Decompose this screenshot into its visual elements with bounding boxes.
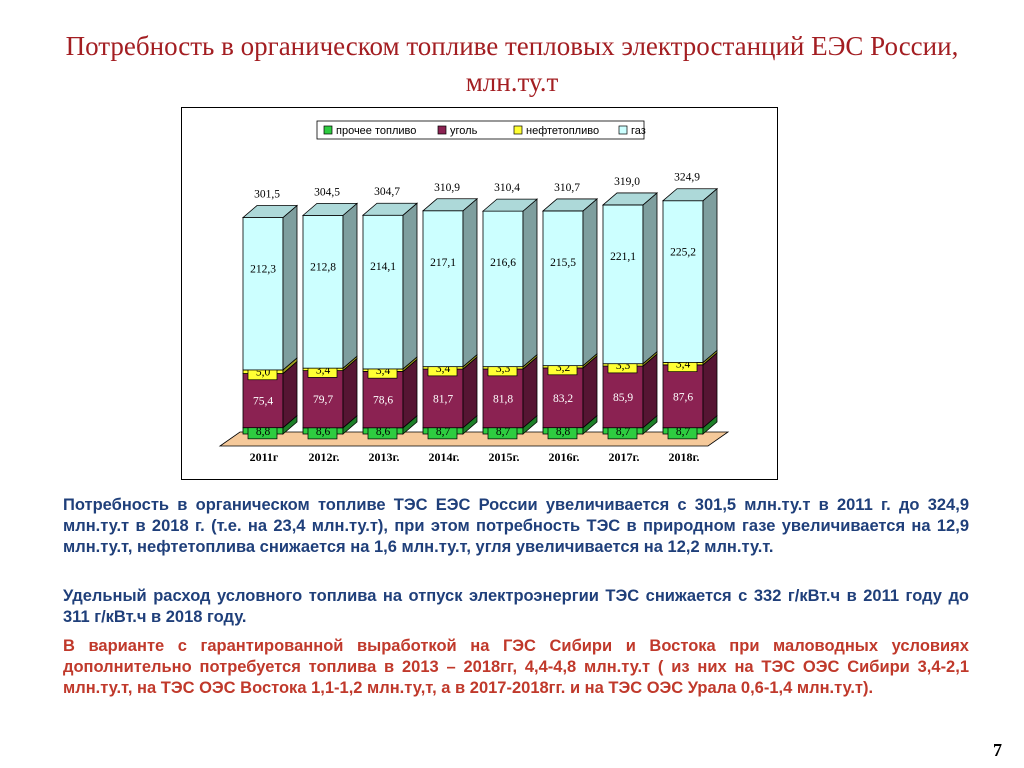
bar-1-5: [542, 367, 584, 429]
bar-top-2: [361, 202, 419, 216]
bar-side-1-5: [582, 355, 598, 429]
value-label-1-1: 79,7: [313, 394, 333, 406]
chart-floor: [218, 431, 730, 447]
legend-label-0: прочее топливо: [336, 125, 416, 137]
bar-top-5: [541, 198, 599, 212]
bar-side-1-6: [642, 353, 658, 429]
category-label-2: 2013г.: [368, 450, 399, 464]
paragraph-specific-consumption: Удельный расход условного топлива на отп…: [63, 587, 969, 626]
value-label-3-1: 212,8: [310, 261, 336, 273]
bar-side-3-2: [402, 202, 418, 370]
bar-side-3-7: [702, 187, 718, 364]
bar-side-3-3: [462, 197, 478, 368]
value-label-0-2: 8,6: [376, 426, 391, 438]
legend-swatch-3: [618, 125, 628, 135]
value-label-0-5: 8,8: [556, 426, 571, 438]
legend-label-2: нефтетопливо: [526, 125, 599, 137]
bar-1-1: [302, 370, 344, 429]
value-label-1-2: 78,6: [373, 395, 393, 407]
value-label-1-5: 83,2: [553, 393, 573, 405]
bar-side-3-5: [582, 198, 598, 367]
bar-side-3-4: [522, 198, 538, 368]
value-label-1-0: 75,4: [253, 396, 273, 408]
legend-box: [316, 120, 645, 140]
value-label-3-6: 221,1: [610, 251, 636, 263]
bar-3-4: [482, 210, 524, 368]
category-label-4: 2015г.: [488, 450, 519, 464]
stacked-bar-chart: прочее топливо уголь нефтетопливо газ 8,8 75,…: [218, 120, 730, 464]
bar-3-2: [362, 214, 404, 370]
page-number: 7: [993, 740, 1002, 760]
value-label-3-4: 216,6: [490, 257, 516, 269]
total-label-1: 304,5: [314, 186, 340, 198]
value-label-3-3: 217,1: [430, 257, 456, 269]
value-label-0-3: 8,7: [436, 426, 451, 438]
category-label-0: 2011г: [250, 450, 279, 464]
chart-frame: прочее топливо уголь нефтетопливо газ 8,8 75,…: [181, 107, 778, 480]
value-label-1-4: 81,8: [493, 393, 513, 405]
total-label-3: 310,9: [434, 182, 460, 194]
category-label-7: 2018г.: [668, 450, 699, 464]
value-label-1-6: 85,9: [613, 392, 633, 404]
paragraph-hydro-scenario: В варианте с гарантированной выработкой …: [63, 637, 969, 697]
bar-top-1: [301, 202, 359, 216]
bar-top-0: [241, 205, 299, 218]
bar-1-6: [602, 365, 644, 429]
slide-title: Потребность в органическом топливе тепло…: [65, 31, 959, 97]
value-label-3-0: 212,3: [250, 264, 276, 276]
bar-3-7: [662, 200, 704, 363]
value-label-0-7: 8,7: [676, 426, 691, 438]
bar-1-3: [422, 368, 464, 429]
value-label-3-2: 214,1: [370, 261, 396, 273]
value-label-0-4: 8,7: [496, 426, 511, 438]
bar-top-7: [661, 188, 719, 202]
bar-side-1-7: [702, 351, 718, 429]
bar-top-6: [601, 192, 659, 206]
legend-label-1: уголь: [450, 125, 478, 137]
bar-3-1: [302, 214, 344, 369]
bar-top-3: [421, 198, 479, 212]
total-label-6: 319,0: [614, 176, 640, 188]
value-label-1-7: 87,6: [673, 391, 693, 403]
paragraph-demand-summary: Потребность в органическом топливе ТЭС Е…: [63, 496, 969, 556]
value-label-0-1: 8,6: [316, 426, 331, 438]
category-label-1: 2012г.: [308, 450, 339, 464]
legend-swatch-2: [513, 125, 523, 135]
bar-side-3-1: [342, 202, 358, 370]
total-label-2: 304,7: [374, 186, 400, 198]
bar-side-3-6: [642, 192, 658, 365]
value-label-0-0: 8,8: [256, 426, 271, 438]
bar-top-4: [481, 198, 539, 212]
bar-1-7: [662, 364, 704, 429]
bar-3-3: [422, 210, 464, 368]
total-label-4: 310,4: [494, 182, 520, 194]
category-label-6: 2017г.: [608, 450, 639, 464]
bar-3-5: [542, 210, 584, 367]
bar-3-0: [242, 217, 284, 371]
bar-1-4: [482, 368, 524, 429]
total-label-7: 324,9: [674, 172, 700, 184]
legend-swatch-1: [437, 125, 447, 135]
bar-3-6: [602, 204, 644, 365]
legend-label-3: газ: [631, 125, 646, 137]
total-label-5: 310,7: [554, 182, 580, 194]
bar-1-0: [242, 373, 284, 429]
category-label-3: 2014г.: [428, 450, 459, 464]
value-label-0-6: 8,7: [616, 426, 631, 438]
legend-swatch-0: [323, 125, 333, 135]
total-label-0: 301,5: [254, 189, 280, 201]
bar-1-2: [362, 370, 404, 429]
category-label-5: 2016г.: [548, 450, 579, 464]
value-label-1-3: 81,7: [433, 393, 453, 405]
bar-side-3-0: [282, 204, 298, 371]
value-label-3-5: 215,5: [550, 257, 576, 269]
value-label-3-7: 225,2: [670, 247, 696, 259]
